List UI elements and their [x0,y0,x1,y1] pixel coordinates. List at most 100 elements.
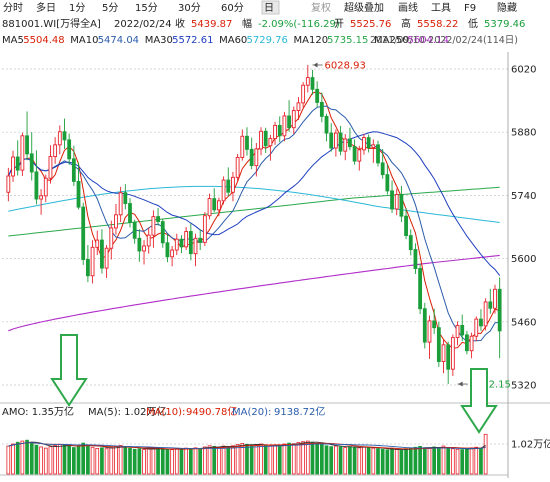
date-range: 2021/09/10-2022/02/24(114日) [370,35,518,46]
candle [394,188,399,216]
volume-bar [422,447,427,475]
period-tab-0[interactable]: 分时 [3,2,23,14]
volume-bar [362,446,366,475]
candle [427,315,432,359]
down-arrow-icon [460,368,498,434]
low-marker-label: 5322.15 [470,380,511,391]
volume-bar [436,447,441,475]
tool-button-2[interactable]: 画线 [398,1,418,14]
tool-button-1[interactable]: 超级叠加 [344,1,384,14]
volume-bar [123,446,128,475]
volume-bar [240,443,245,475]
candle [71,145,76,186]
volume-bar [352,446,357,475]
price-tick-3: 5600 [511,254,536,265]
ma-value-4: 5735.15 [327,35,368,46]
volume-bar [71,447,76,475]
volume-bar [34,444,39,475]
candle [142,240,146,265]
tool-button-4[interactable]: F9 [464,3,476,14]
volume-bar [76,445,81,475]
candle [67,133,72,165]
candle [235,153,240,181]
tool-button-0[interactable]: 复权 [311,1,331,14]
candle [109,220,114,260]
candle [408,229,413,256]
price-tick-5: 5320 [511,381,536,392]
candle [343,134,348,161]
candle [156,208,160,226]
volume-ma10-line [8,442,486,450]
volume-bar [404,448,408,475]
volume-bar [282,443,287,475]
candle [207,193,212,220]
amo-value: AMO: 1.35万亿 [2,405,74,418]
volume-bar [324,445,329,475]
volume-bar [380,448,385,475]
period-tab-3[interactable]: 5分 [102,2,118,14]
candle [76,162,81,210]
ma10-line [7,105,500,343]
volume-bar [385,449,390,475]
candle [85,245,90,283]
volume-bar [357,447,362,475]
candle [432,308,437,334]
candle [90,240,95,284]
period-tab-1[interactable]: 多日 [36,1,56,14]
volume-bar [329,446,334,475]
period-tab-7[interactable]: 日 [264,3,274,14]
volume-bar [90,446,95,475]
candle [399,185,404,223]
period-tab-2[interactable]: 1分 [69,2,85,14]
volume-bar [29,442,34,475]
volume-bar [455,448,460,475]
volume-bar [245,443,249,475]
volume-bar [226,446,231,475]
volume-bar [198,448,203,475]
period-tab-4[interactable]: 15分 [135,2,158,14]
volume-bar [137,448,142,475]
volume-bar [170,449,174,475]
volume-bar [315,443,320,475]
candle [450,334,455,376]
ma-label-1: MA10 [70,35,98,46]
candle [132,219,137,244]
candle [474,316,479,342]
volume-bar [81,442,86,475]
volume-tick: 1.02万亿 [511,438,550,451]
volume-bar [413,446,418,475]
candle [165,234,170,263]
close-label: 收 [175,17,185,30]
candle [376,140,380,167]
volume-bar [160,449,165,475]
candle [11,150,15,182]
candle [240,129,245,161]
candle [319,92,324,123]
candle [268,134,273,161]
high-marker-label: 6028.93 [324,60,365,71]
volume-bar [104,448,109,475]
candle [287,100,291,132]
volume-bar [95,448,100,475]
candle [348,127,352,151]
period-tab-5[interactable]: 30分 [178,2,201,14]
high-marker: 6028.93 [312,60,366,71]
volume-bar [221,445,226,475]
candle [390,180,394,214]
amo-ma20-label: MA(20): [232,407,271,418]
candle [6,167,11,202]
candle [179,235,184,254]
volume-bar [212,445,217,475]
high-value: 5558.22 [417,19,458,30]
volume-bar [390,448,394,475]
tool-button-3[interactable]: 工具 [431,2,451,14]
period-tab-6[interactable]: 60分 [221,2,244,14]
volume-bar [305,440,310,475]
volume-bar [348,446,352,475]
volume-bar [231,445,235,475]
candle [329,123,334,152]
volume-bar [179,448,184,475]
tool-button-5[interactable]: 隐藏 [497,2,517,14]
volume-bar [432,446,437,475]
volume-bar [399,449,404,475]
